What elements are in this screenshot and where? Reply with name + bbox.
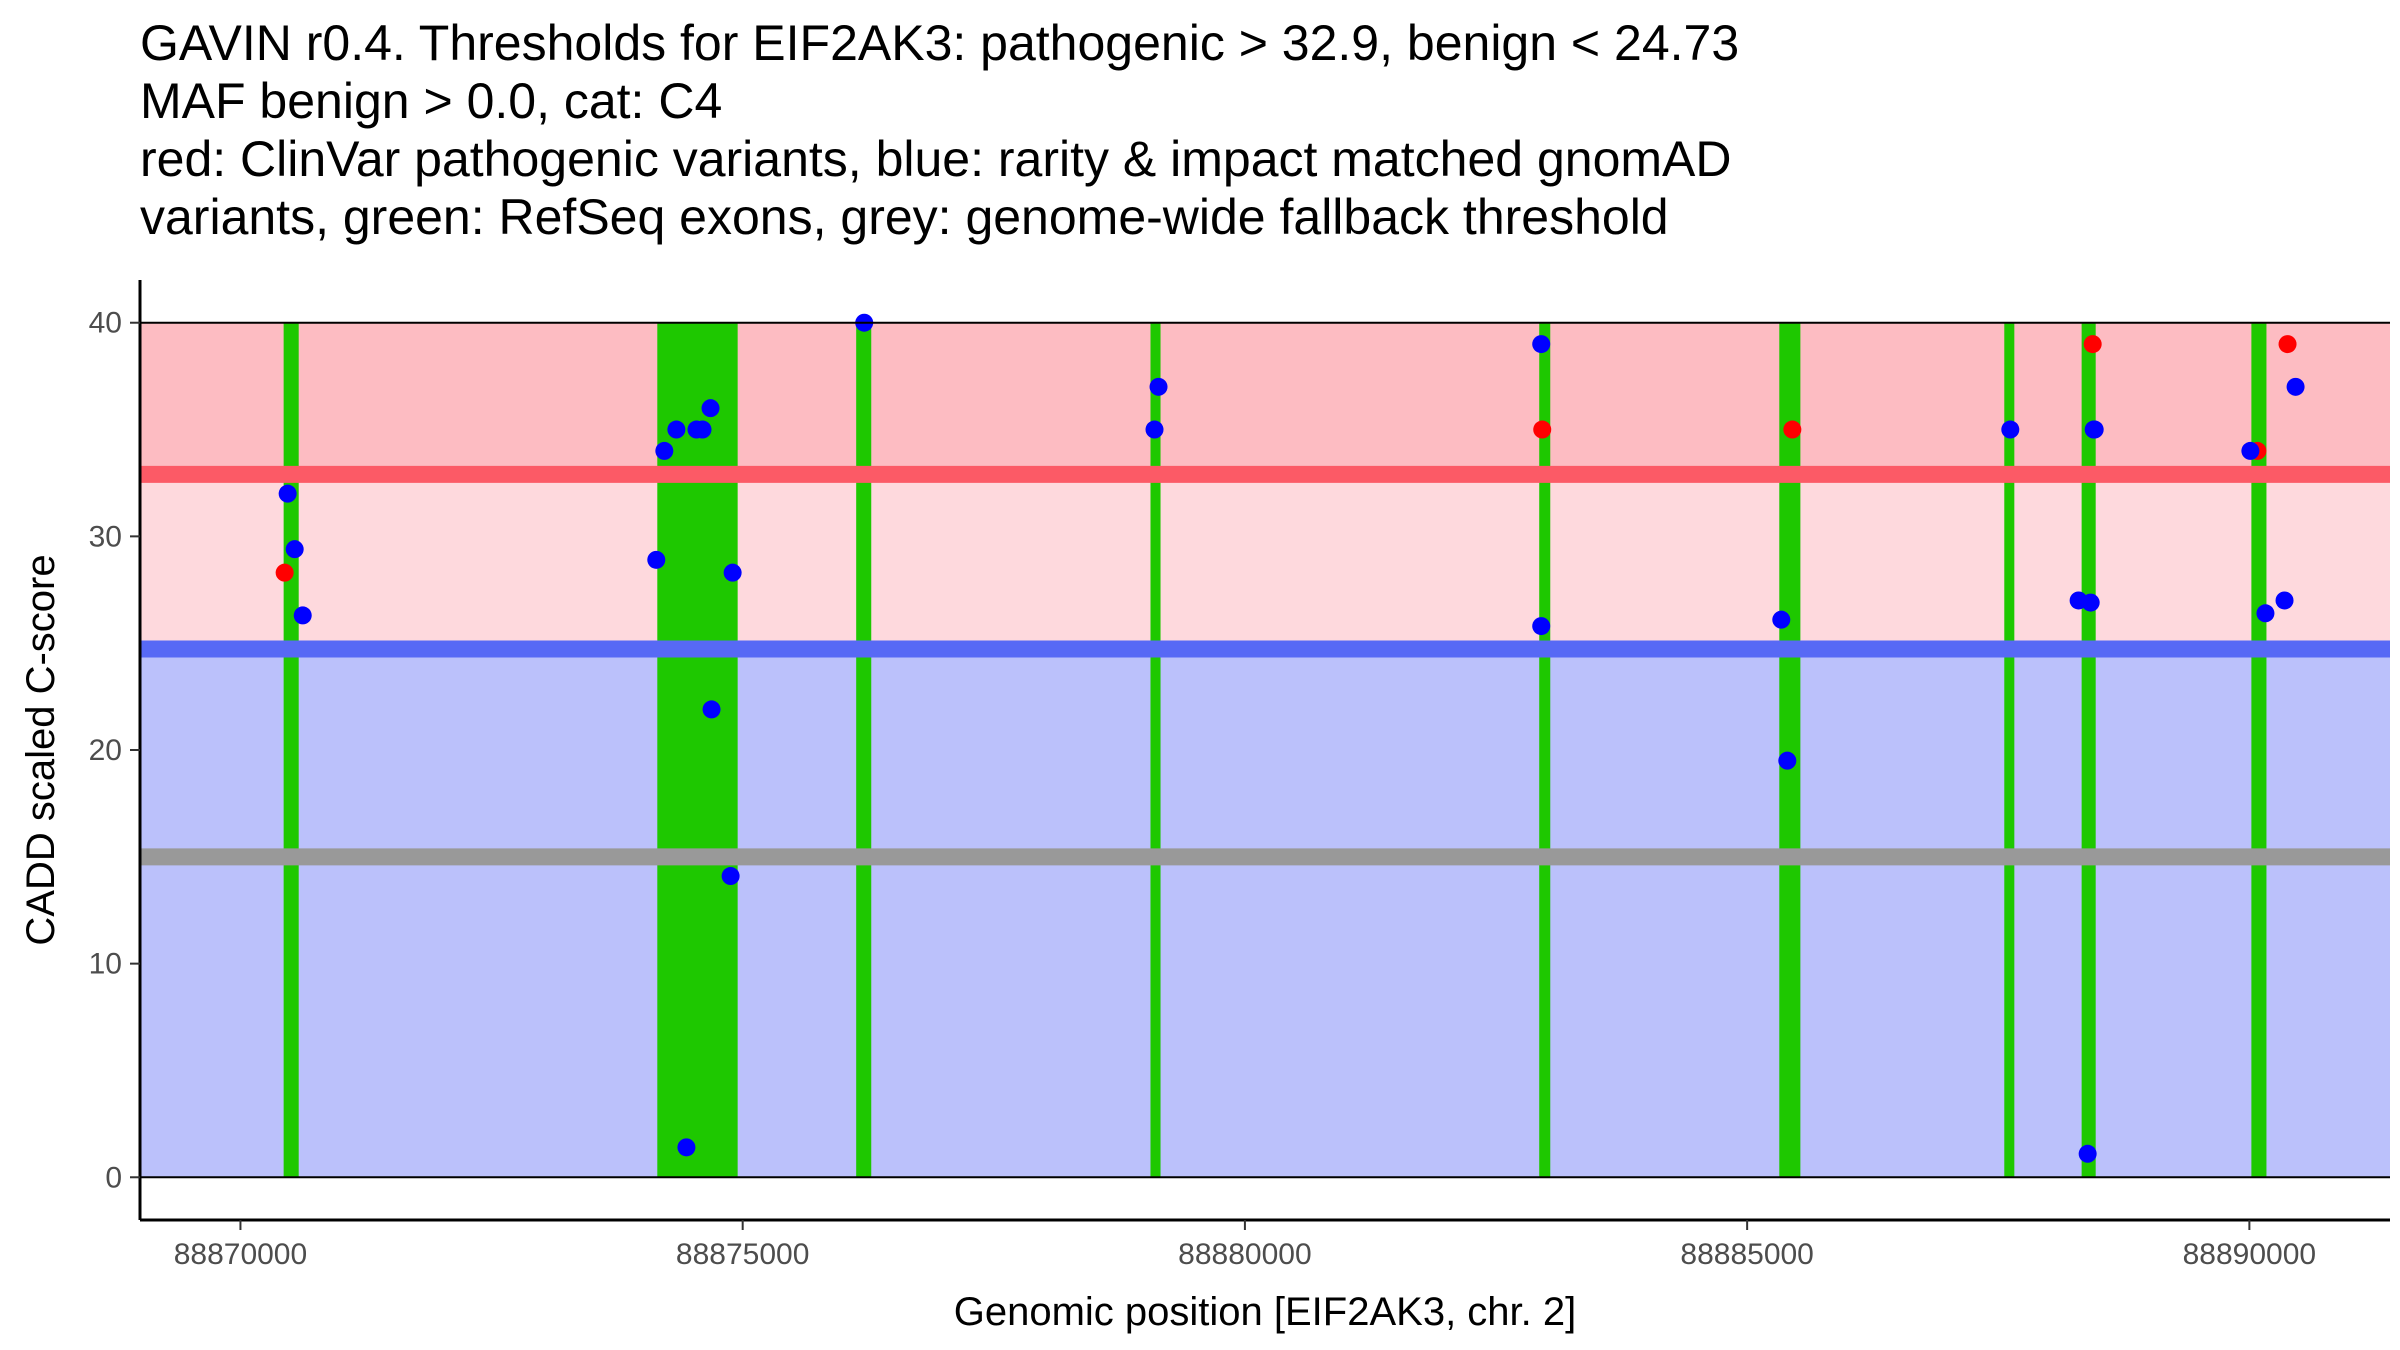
- gnomad-point-23: [2078, 1144, 2097, 1163]
- gnomad-point-20: [1778, 751, 1797, 770]
- exon-bar-5: [1539, 322, 1551, 1178]
- clinvar-point-2: [1533, 420, 1552, 439]
- gnomad-point-9: [693, 420, 712, 439]
- x-tick-label-88875000: 88875000: [676, 1238, 809, 1271]
- x-axis-title: Genomic position [EIF2AK3, chr. 2]: [954, 1290, 1577, 1334]
- exon-bar-1: [283, 322, 299, 1178]
- gnomad-point-10: [701, 399, 720, 418]
- y-tick-label-10: 10: [89, 948, 122, 981]
- exon-bar-4: [1150, 322, 1161, 1178]
- y-tick-label-40: 40: [89, 307, 122, 340]
- gnomad-point-21: [2001, 420, 2020, 439]
- gnomad-point-17: [1532, 335, 1551, 354]
- gnomad-point-16: [1149, 377, 1168, 396]
- gnomad-point-27: [2241, 441, 2260, 460]
- gnomad-point-6: [667, 420, 686, 439]
- x-tick-label-88885000: 88885000: [1680, 1238, 1813, 1271]
- clinvar-point-1: [275, 563, 294, 582]
- gnomad-point-7: [677, 1138, 696, 1157]
- gnomad-point-30: [2286, 377, 2305, 396]
- gnomad-point-2: [285, 540, 304, 559]
- y-tick-label-30: 30: [89, 520, 122, 553]
- variant-points: [275, 313, 2305, 1163]
- band-vus-region: [140, 474, 2390, 649]
- gnomad-point-24: [2081, 593, 2100, 612]
- chart-title: GAVIN r0.4. Thresholds for EIF2AK3: path…: [140, 14, 2340, 246]
- gnomad-point-18: [1532, 617, 1551, 636]
- y-tick-label-20: 20: [89, 734, 122, 767]
- gnomad-point-3: [293, 606, 312, 625]
- gnomad-point-29: [2275, 591, 2294, 610]
- x-tick-label-88870000: 88870000: [174, 1238, 307, 1271]
- clinvar-point-6: [2278, 335, 2297, 354]
- y-axis-title: CADD scaled C-score: [19, 554, 63, 945]
- threshold-lines: [140, 465, 2390, 866]
- exon-bar-2: [657, 322, 738, 1178]
- band-benign-region: [140, 648, 2390, 1178]
- exon-bar-7: [2004, 322, 2015, 1178]
- exon-bar-3: [856, 322, 872, 1178]
- gnomad-point-12: [721, 867, 740, 886]
- gnomad-point-15: [1145, 420, 1164, 439]
- x-tick-label-88890000: 88890000: [2183, 1238, 2316, 1271]
- gnomad-point-19: [1772, 610, 1791, 629]
- threshold-bands: [140, 322, 2390, 1178]
- title-line-3: red: ClinVar pathogenic variants, blue: …: [140, 131, 1732, 187]
- exon-bar-9: [2251, 322, 2267, 1178]
- gnomad-point-5: [655, 441, 674, 460]
- band-pathogenic-region: [140, 322, 2390, 475]
- exon-bars: [283, 322, 2267, 1178]
- axes: 0 10 20 30 40 88870000 88875000 88880000 8888500…: [89, 280, 2390, 1271]
- gnomad-point-11: [702, 700, 721, 719]
- clinvar-point-3: [1783, 420, 1802, 439]
- title-line-2: MAF benign > 0.0, cat: C4: [140, 73, 723, 129]
- title-line-4: variants, green: RefSeq exons, grey: gen…: [140, 189, 1669, 245]
- title-line-1: GAVIN r0.4. Thresholds for EIF2AK3: path…: [140, 15, 1740, 71]
- x-tick-label-88880000: 88880000: [1178, 1238, 1311, 1271]
- exon-bar-6: [1779, 322, 1801, 1178]
- gnomad-point-13: [723, 563, 742, 582]
- gnomad-point-4: [647, 550, 666, 569]
- gnomad-point-26: [2085, 420, 2104, 439]
- gnomad-point-1: [278, 484, 297, 503]
- gnomad-point-28: [2256, 604, 2275, 623]
- y-tick-label-0: 0: [105, 1161, 122, 1194]
- exon-bar-8: [2081, 322, 2096, 1178]
- clinvar-point-4: [2083, 335, 2102, 354]
